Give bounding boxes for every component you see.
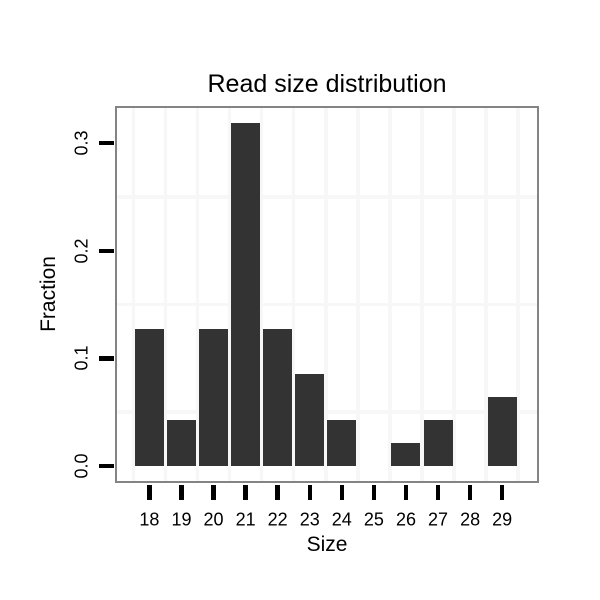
grid-line-vertical [291, 108, 296, 481]
x-tick-label: 25 [363, 509, 384, 529]
y-tick-label: 0.3 [71, 130, 92, 156]
grid-line-vertical [484, 108, 488, 481]
grid-line-vertical [388, 108, 392, 481]
x-axis-tick [275, 484, 280, 500]
bar-26 [391, 443, 421, 466]
y-axis-tick [99, 248, 114, 254]
x-tick-label: 19 [171, 509, 192, 529]
bar-27 [423, 420, 453, 466]
x-axis-tick [403, 484, 409, 500]
grid-line-horizontal [117, 302, 537, 307]
grid-line-vertical [163, 108, 168, 481]
bar-21 [231, 122, 261, 466]
x-axis-tick [211, 484, 216, 500]
bar-22 [263, 328, 293, 466]
grid-line-vertical [420, 108, 424, 481]
grid-line-vertical [324, 108, 328, 481]
y-axis-tick [99, 140, 114, 146]
grid-line-vertical [131, 108, 136, 481]
bar-19 [166, 420, 196, 466]
bar-29 [487, 397, 517, 466]
x-tick-label: 27 [428, 509, 449, 529]
x-axis-tick [499, 484, 505, 500]
x-axis-label: Size [306, 533, 348, 556]
grid-line-vertical [516, 108, 520, 481]
x-axis-tick [307, 484, 312, 500]
bar-24 [327, 420, 357, 466]
x-axis-tick [435, 484, 441, 500]
x-axis-tick [371, 484, 377, 500]
x-tick-label: 29 [492, 509, 513, 529]
x-tick-label: 20 [203, 509, 224, 529]
x-tick-label: 23 [299, 509, 320, 529]
plot-panel [115, 106, 539, 483]
grid-line-vertical [195, 108, 200, 481]
grid-line-horizontal [117, 410, 537, 414]
x-tick-label: 18 [139, 509, 160, 529]
grid-line-vertical [259, 108, 264, 481]
y-axis-tick [99, 356, 114, 361]
y-tick-label: 0.0 [71, 453, 92, 479]
x-axis-tick [147, 484, 152, 500]
y-tick-label: 0.1 [71, 345, 92, 371]
x-tick-label: 24 [331, 509, 352, 529]
bar-20 [199, 328, 229, 466]
y-axis-tick [99, 463, 114, 469]
bar-23 [295, 374, 325, 466]
x-axis-tick [179, 484, 184, 500]
x-axis-tick [339, 484, 345, 500]
y-axis-label: Fraction [37, 256, 60, 332]
y-tick-label: 0.2 [71, 238, 92, 264]
grid-line-horizontal [117, 195, 537, 199]
grid-line-vertical [452, 108, 456, 481]
grid-line-vertical [356, 108, 360, 481]
x-axis-tick [467, 484, 473, 500]
bar-18 [134, 328, 164, 466]
x-tick-label: 22 [267, 509, 288, 529]
x-tick-label: 28 [460, 509, 481, 529]
grid-line-vertical [227, 108, 232, 481]
x-axis-tick [243, 484, 248, 500]
chart-title: Read size distribution [207, 70, 447, 98]
x-tick-label: 26 [395, 509, 416, 529]
x-tick-label: 21 [235, 509, 256, 529]
